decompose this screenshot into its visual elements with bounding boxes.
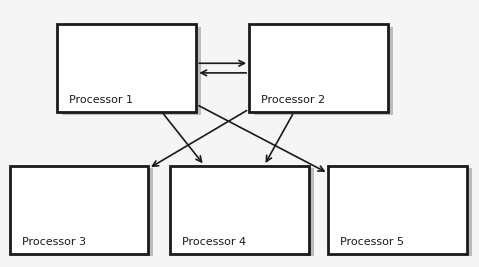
Text: Processor 4: Processor 4 [182,237,246,247]
Bar [170,166,309,254]
Bar [249,24,388,112]
Bar [254,27,393,115]
Bar [333,168,472,256]
Text: Processor 5: Processor 5 [340,237,404,247]
Bar [328,166,467,254]
Bar [57,24,196,112]
Bar [10,166,148,254]
Text: Processor 3: Processor 3 [22,237,86,247]
Text: Processor 1: Processor 1 [69,96,134,105]
Text: Processor 2: Processor 2 [261,96,325,105]
Bar [14,168,153,256]
Bar [62,27,201,115]
Bar [175,168,314,256]
